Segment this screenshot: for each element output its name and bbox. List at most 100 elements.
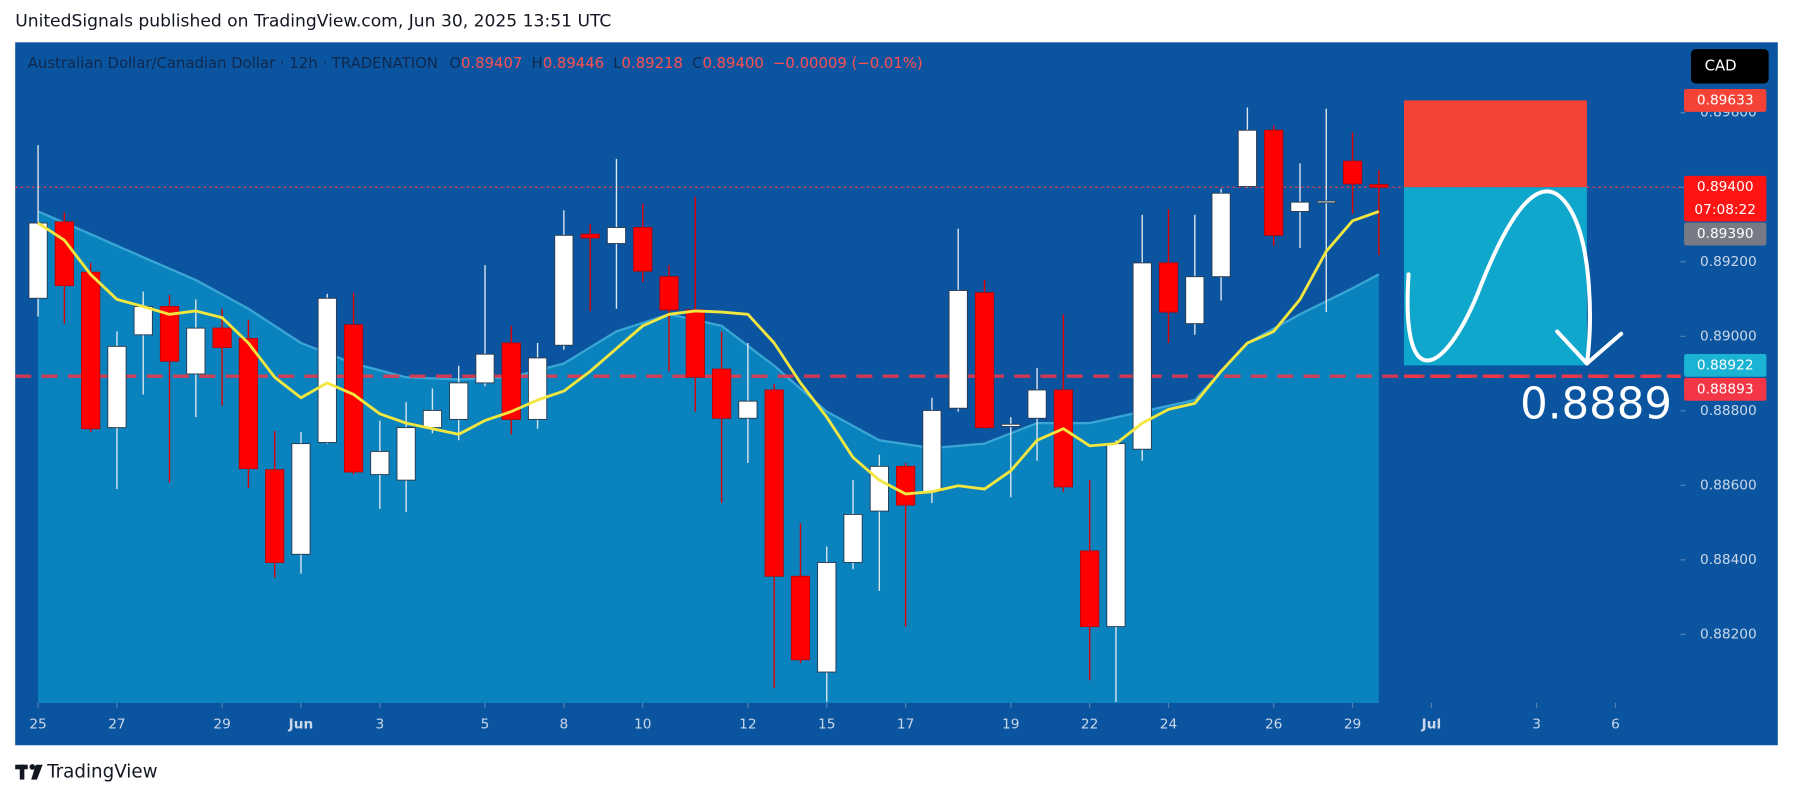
overlay: 0.88200 0.88400 0.88600 0.88800 0.89000 0.892… <box>29 88 1767 733</box>
candle-body <box>343 324 364 473</box>
x-tick-label: 19 <box>1002 717 1019 733</box>
currency[interactable]: CAD <box>1705 56 1737 74</box>
price-badge <box>1684 222 1767 246</box>
candle-body <box>81 271 101 430</box>
price-badge-label: 0.89633 <box>1697 92 1754 108</box>
x-tick-label: 17 <box>897 717 914 733</box>
candle-body <box>449 382 469 420</box>
candle-body <box>527 357 548 420</box>
candle-body <box>1185 276 1205 325</box>
candle-body <box>1001 423 1021 427</box>
x-tick-label: 8 <box>560 717 569 733</box>
moving-average <box>37 210 1380 496</box>
candle-body <box>817 562 837 673</box>
y-tick-label: 0.88400 <box>1700 552 1757 568</box>
stop-zone <box>1404 100 1587 188</box>
y-tick-label: 0.88200 <box>1700 626 1757 642</box>
plot <box>15 107 1681 703</box>
y-tick-label: 0.88800 <box>1700 403 1757 419</box>
legend-key: O <box>449 54 461 72</box>
candle-body <box>1237 129 1257 187</box>
candle-body <box>475 353 495 384</box>
candle-body <box>159 306 180 362</box>
candle-body <box>1080 550 1100 628</box>
candle-body <box>1132 262 1152 450</box>
legend-value: 0.89407 <box>461 54 522 72</box>
candle-body <box>659 276 679 311</box>
candle-body <box>28 222 48 299</box>
x-tick-label: 29 <box>1344 717 1361 733</box>
candle-body <box>501 342 521 420</box>
x-tick-label: 22 <box>1081 717 1098 733</box>
candle-body <box>1211 192 1231 278</box>
currency-button[interactable] <box>1690 49 1769 84</box>
candle-body <box>1264 129 1284 236</box>
legend-key: C <box>692 54 702 72</box>
x-tick-label: 24 <box>1160 717 1177 733</box>
candle-body <box>186 327 206 375</box>
candle-body <box>396 427 416 481</box>
candle-body <box>370 450 390 476</box>
candle-body <box>711 368 732 419</box>
y-tick-label: 0.89200 <box>1700 254 1757 270</box>
area-edge <box>37 210 1380 450</box>
x-tick-label: 5 <box>481 717 490 733</box>
x-tick-label: 29 <box>213 717 230 733</box>
price-badge-countdown: 07:08:22 <box>1694 202 1756 218</box>
candle-body <box>212 327 232 348</box>
legend-key: H <box>532 54 543 72</box>
x-tick-label: 3 <box>1532 717 1541 733</box>
x-tick-label: 27 <box>108 717 125 733</box>
brand-logo <box>15 764 43 780</box>
x-tick-label: 3 <box>375 717 384 733</box>
x-tick-label: 25 <box>29 717 46 733</box>
candle-body <box>738 400 758 419</box>
price-badge <box>1684 88 1767 112</box>
legend-value: 0.89446 <box>543 54 604 72</box>
candle-body <box>1316 200 1336 204</box>
candle-body <box>606 227 627 244</box>
candle-body <box>580 233 600 239</box>
price-badge-label: 0.88893 <box>1697 381 1754 397</box>
legend: Australian Dollar/Canadian Dollar · 12h … <box>28 54 923 72</box>
symbol: Australian Dollar/Canadian Dollar · 12h … <box>28 54 438 72</box>
candle-body <box>974 292 995 429</box>
price-badge-label: 0.89400 <box>1697 179 1754 195</box>
target-zone <box>1404 187 1587 366</box>
price-badge <box>1684 353 1767 377</box>
y-tick-label: 0.89000 <box>1700 328 1757 344</box>
x-tick-label: 10 <box>634 717 651 733</box>
candle-body <box>1106 443 1126 628</box>
candle-body <box>1053 389 1073 488</box>
x-tick-label: Jun <box>288 717 314 733</box>
candle-body <box>422 410 443 429</box>
x-tick-label: 12 <box>739 717 756 733</box>
candle-body <box>54 221 74 287</box>
annotation: 0.8889 <box>1520 379 1672 429</box>
arrow-head <box>1555 329 1624 366</box>
candle-body <box>554 234 574 346</box>
candle-body <box>1369 184 1389 188</box>
x-tick-label: 6 <box>1611 717 1620 733</box>
candle-body <box>291 443 311 555</box>
y-tick-label: 0.88600 <box>1700 477 1757 493</box>
candle-body <box>633 227 653 272</box>
publisher: UnitedSignals published on TradingView.c… <box>15 12 611 32</box>
x-tick-label: 26 <box>1265 717 1282 733</box>
legend-value: 0.89400 <box>702 54 763 72</box>
candle-body <box>1290 201 1310 212</box>
area <box>38 211 1379 703</box>
candle-body <box>317 297 337 443</box>
candle-body <box>1027 389 1047 419</box>
price-badge <box>1684 175 1767 222</box>
candle-body <box>685 309 705 378</box>
candle-body <box>1342 160 1363 185</box>
price-badge-label: 0.88922 <box>1697 357 1754 373</box>
arrow <box>1405 189 1592 366</box>
candle-body <box>764 389 784 577</box>
candle-body <box>843 513 863 563</box>
candle-body <box>265 469 285 563</box>
x-tick-label: 15 <box>818 717 835 733</box>
